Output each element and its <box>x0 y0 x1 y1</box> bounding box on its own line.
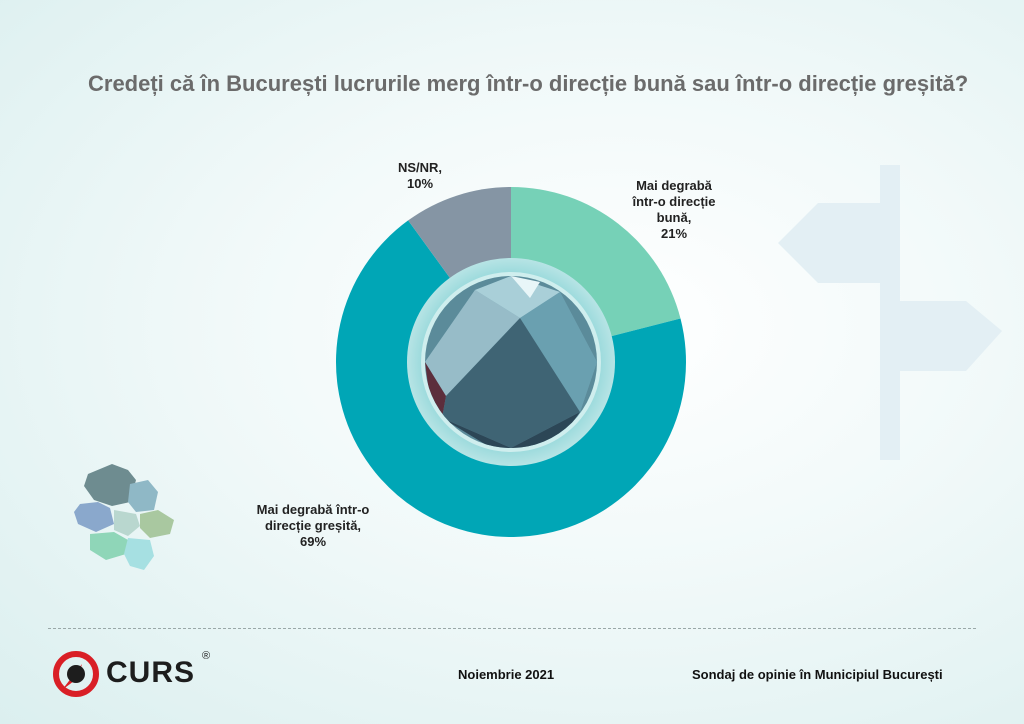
chart-title: Credeți că în București lucrurile merg î… <box>88 71 969 96</box>
footer-divider <box>48 628 976 629</box>
curs-emblem-icon <box>53 651 99 697</box>
signpost-icon <box>778 165 1002 460</box>
slice-label-nsnr: NS/NR, 10% <box>397 160 443 191</box>
slice-label-wrong: Mai degrabă într-o direcție greșită, 69% <box>256 502 370 549</box>
brand-name: CURS <box>106 656 196 689</box>
slice-label-good: Mai degrabă într-o direcție bună, 21% <box>632 178 716 241</box>
survey-name: Sondaj de opinie în Municipiul București <box>692 667 943 682</box>
survey-date: Noiembrie 2021 <box>458 667 555 682</box>
registered-mark: ® <box>202 650 211 662</box>
bucharest-map-icon <box>74 464 174 570</box>
center-gem-icon <box>407 258 615 466</box>
